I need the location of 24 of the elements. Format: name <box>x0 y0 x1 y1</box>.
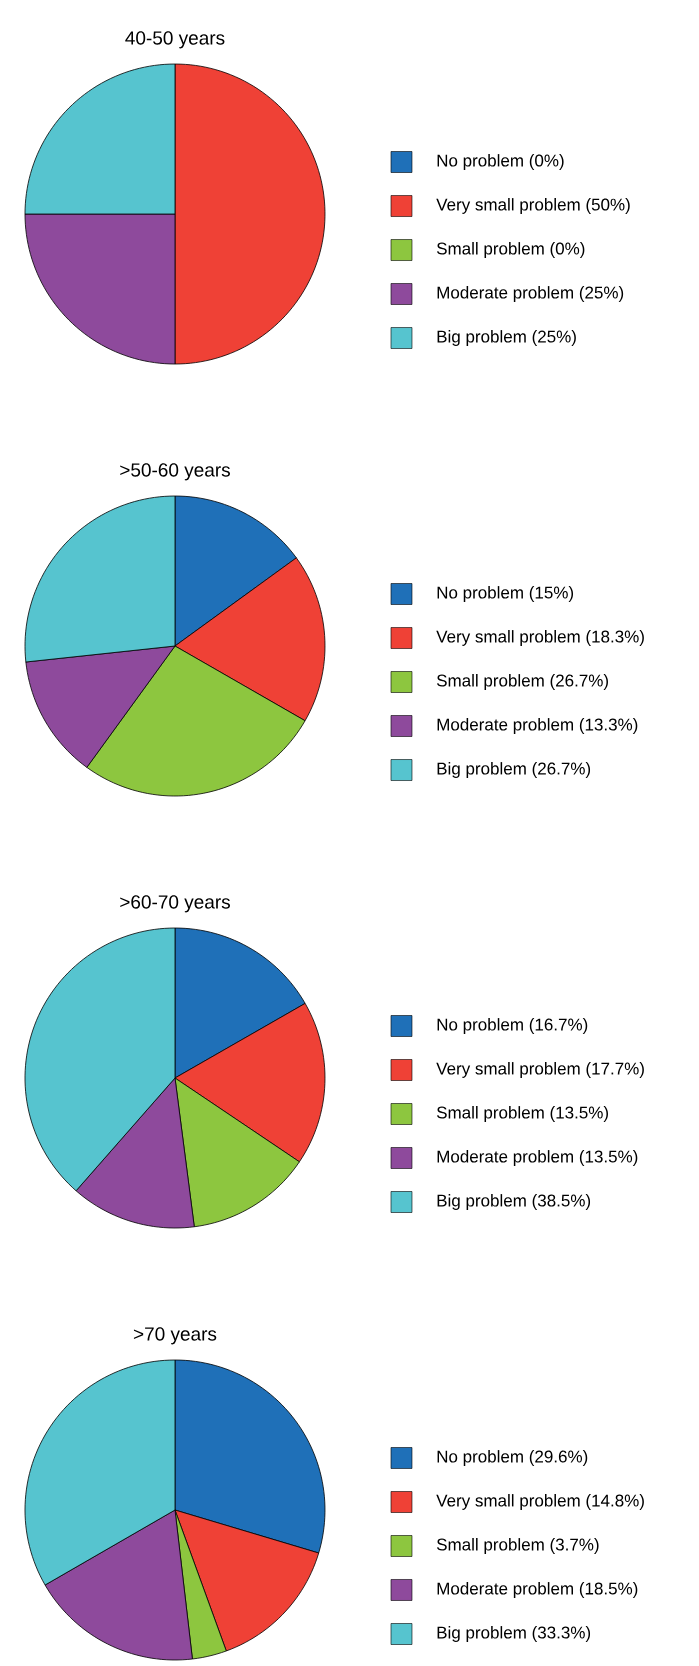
legend-label: Very small problem (18.3%) <box>436 630 644 646</box>
legend-label: Big problem (38.5%) <box>437 1194 591 1210</box>
legend-label: Small problem (0%) <box>436 242 585 258</box>
legend-label: Big problem (33.3%) <box>437 1626 591 1642</box>
chart-title: 40-50 years <box>125 31 225 49</box>
legend-label: No problem (29.6%) <box>437 1450 588 1466</box>
legend-label: Very small problem (17.7%) <box>436 1062 644 1078</box>
legend-label: Big problem (25%) <box>437 330 576 346</box>
chart-title: >50-60 years <box>120 463 230 481</box>
legend-label: Small problem (13.5%) <box>436 1106 608 1122</box>
legend-label: Moderate problem (13.3%) <box>437 718 638 734</box>
legend-label: No problem (16.7%) <box>437 1018 588 1034</box>
chart-title: >70 years <box>133 1327 217 1345</box>
legend-label: Moderate problem (25%) <box>437 286 624 302</box>
legend-label: Very small problem (14.8%) <box>436 1494 644 1510</box>
legend-label: Small problem (26.7%) <box>436 674 608 690</box>
legend-label: Very small problem (50%) <box>436 198 630 214</box>
chart-title: >60-70 years <box>120 895 230 913</box>
legend-label: No problem (0%) <box>437 154 564 170</box>
legend-label: Moderate problem (18.5%) <box>437 1582 638 1598</box>
legend-label: Big problem (26.7%) <box>437 762 591 778</box>
legend-label: Moderate problem (13.5%) <box>437 1150 638 1166</box>
legend-label: Small problem (3.7%) <box>436 1538 599 1554</box>
legend-label: No problem (15%) <box>437 586 574 602</box>
